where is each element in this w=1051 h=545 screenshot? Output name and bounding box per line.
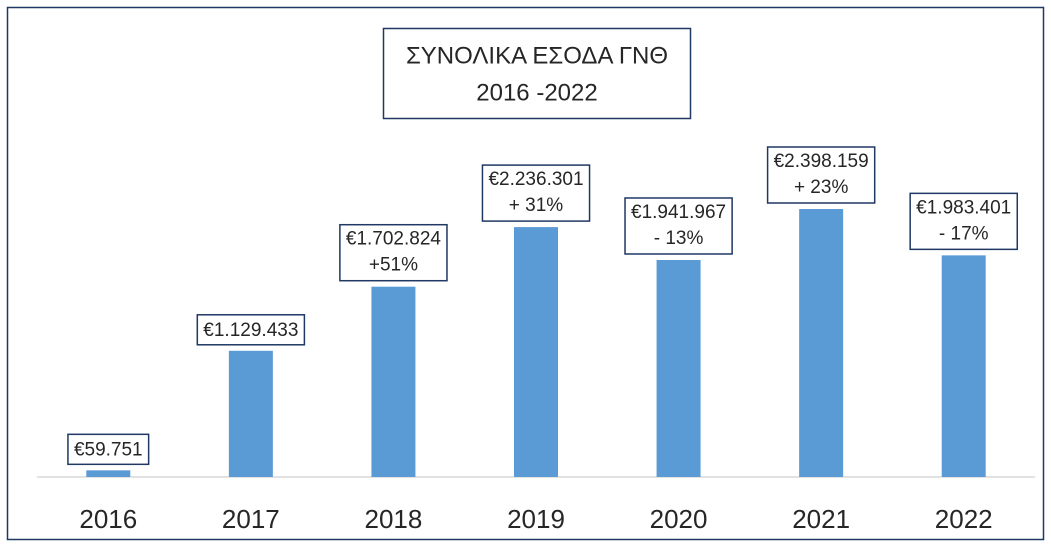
data-label-box: [481, 164, 591, 222]
data-label-box: [196, 314, 306, 346]
data-label-box: [624, 197, 733, 255]
bar: [228, 350, 273, 477]
data-label: €1.129.433: [203, 320, 298, 341]
change-label: - 13%: [654, 228, 704, 249]
data-label: €2.398.159: [774, 151, 869, 172]
x-tick-label: 2020: [650, 504, 708, 534]
change-label: +51%: [369, 255, 418, 276]
data-label: €2.236.301: [488, 169, 583, 190]
data-label-box: [766, 146, 876, 204]
change-label: - 17%: [939, 223, 989, 244]
data-label: €1.702.824: [346, 229, 442, 250]
data-label-box: [909, 192, 1019, 251]
x-tick-label: 2018: [365, 504, 423, 534]
change-label: + 23%: [794, 177, 849, 198]
bar: [799, 209, 844, 477]
x-tick-label: 2021: [792, 504, 850, 534]
title-box: [382, 27, 692, 120]
bar: [941, 255, 986, 477]
chart-title: ΣΥΝΟΛΙΚΑ ΕΣΟΔΑ ΓΝΘ: [406, 42, 668, 69]
bar: [86, 470, 131, 477]
x-tick-label: 2022: [935, 504, 993, 534]
x-tick-label: 2017: [222, 504, 280, 534]
change-label: + 31%: [509, 195, 564, 216]
chart-title: 2016 -2022: [476, 79, 597, 106]
data-label-box: [67, 433, 150, 466]
x-tick-label: 2019: [507, 504, 565, 534]
bar: [514, 227, 558, 477]
x-tick-label: 2016: [79, 504, 137, 534]
bar: [656, 259, 701, 477]
bar: [371, 286, 416, 477]
data-label-box: [339, 223, 448, 282]
data-label: €1.941.967: [631, 202, 726, 223]
data-label: €1.983.401: [916, 197, 1011, 218]
data-label: €59.751: [74, 439, 143, 460]
